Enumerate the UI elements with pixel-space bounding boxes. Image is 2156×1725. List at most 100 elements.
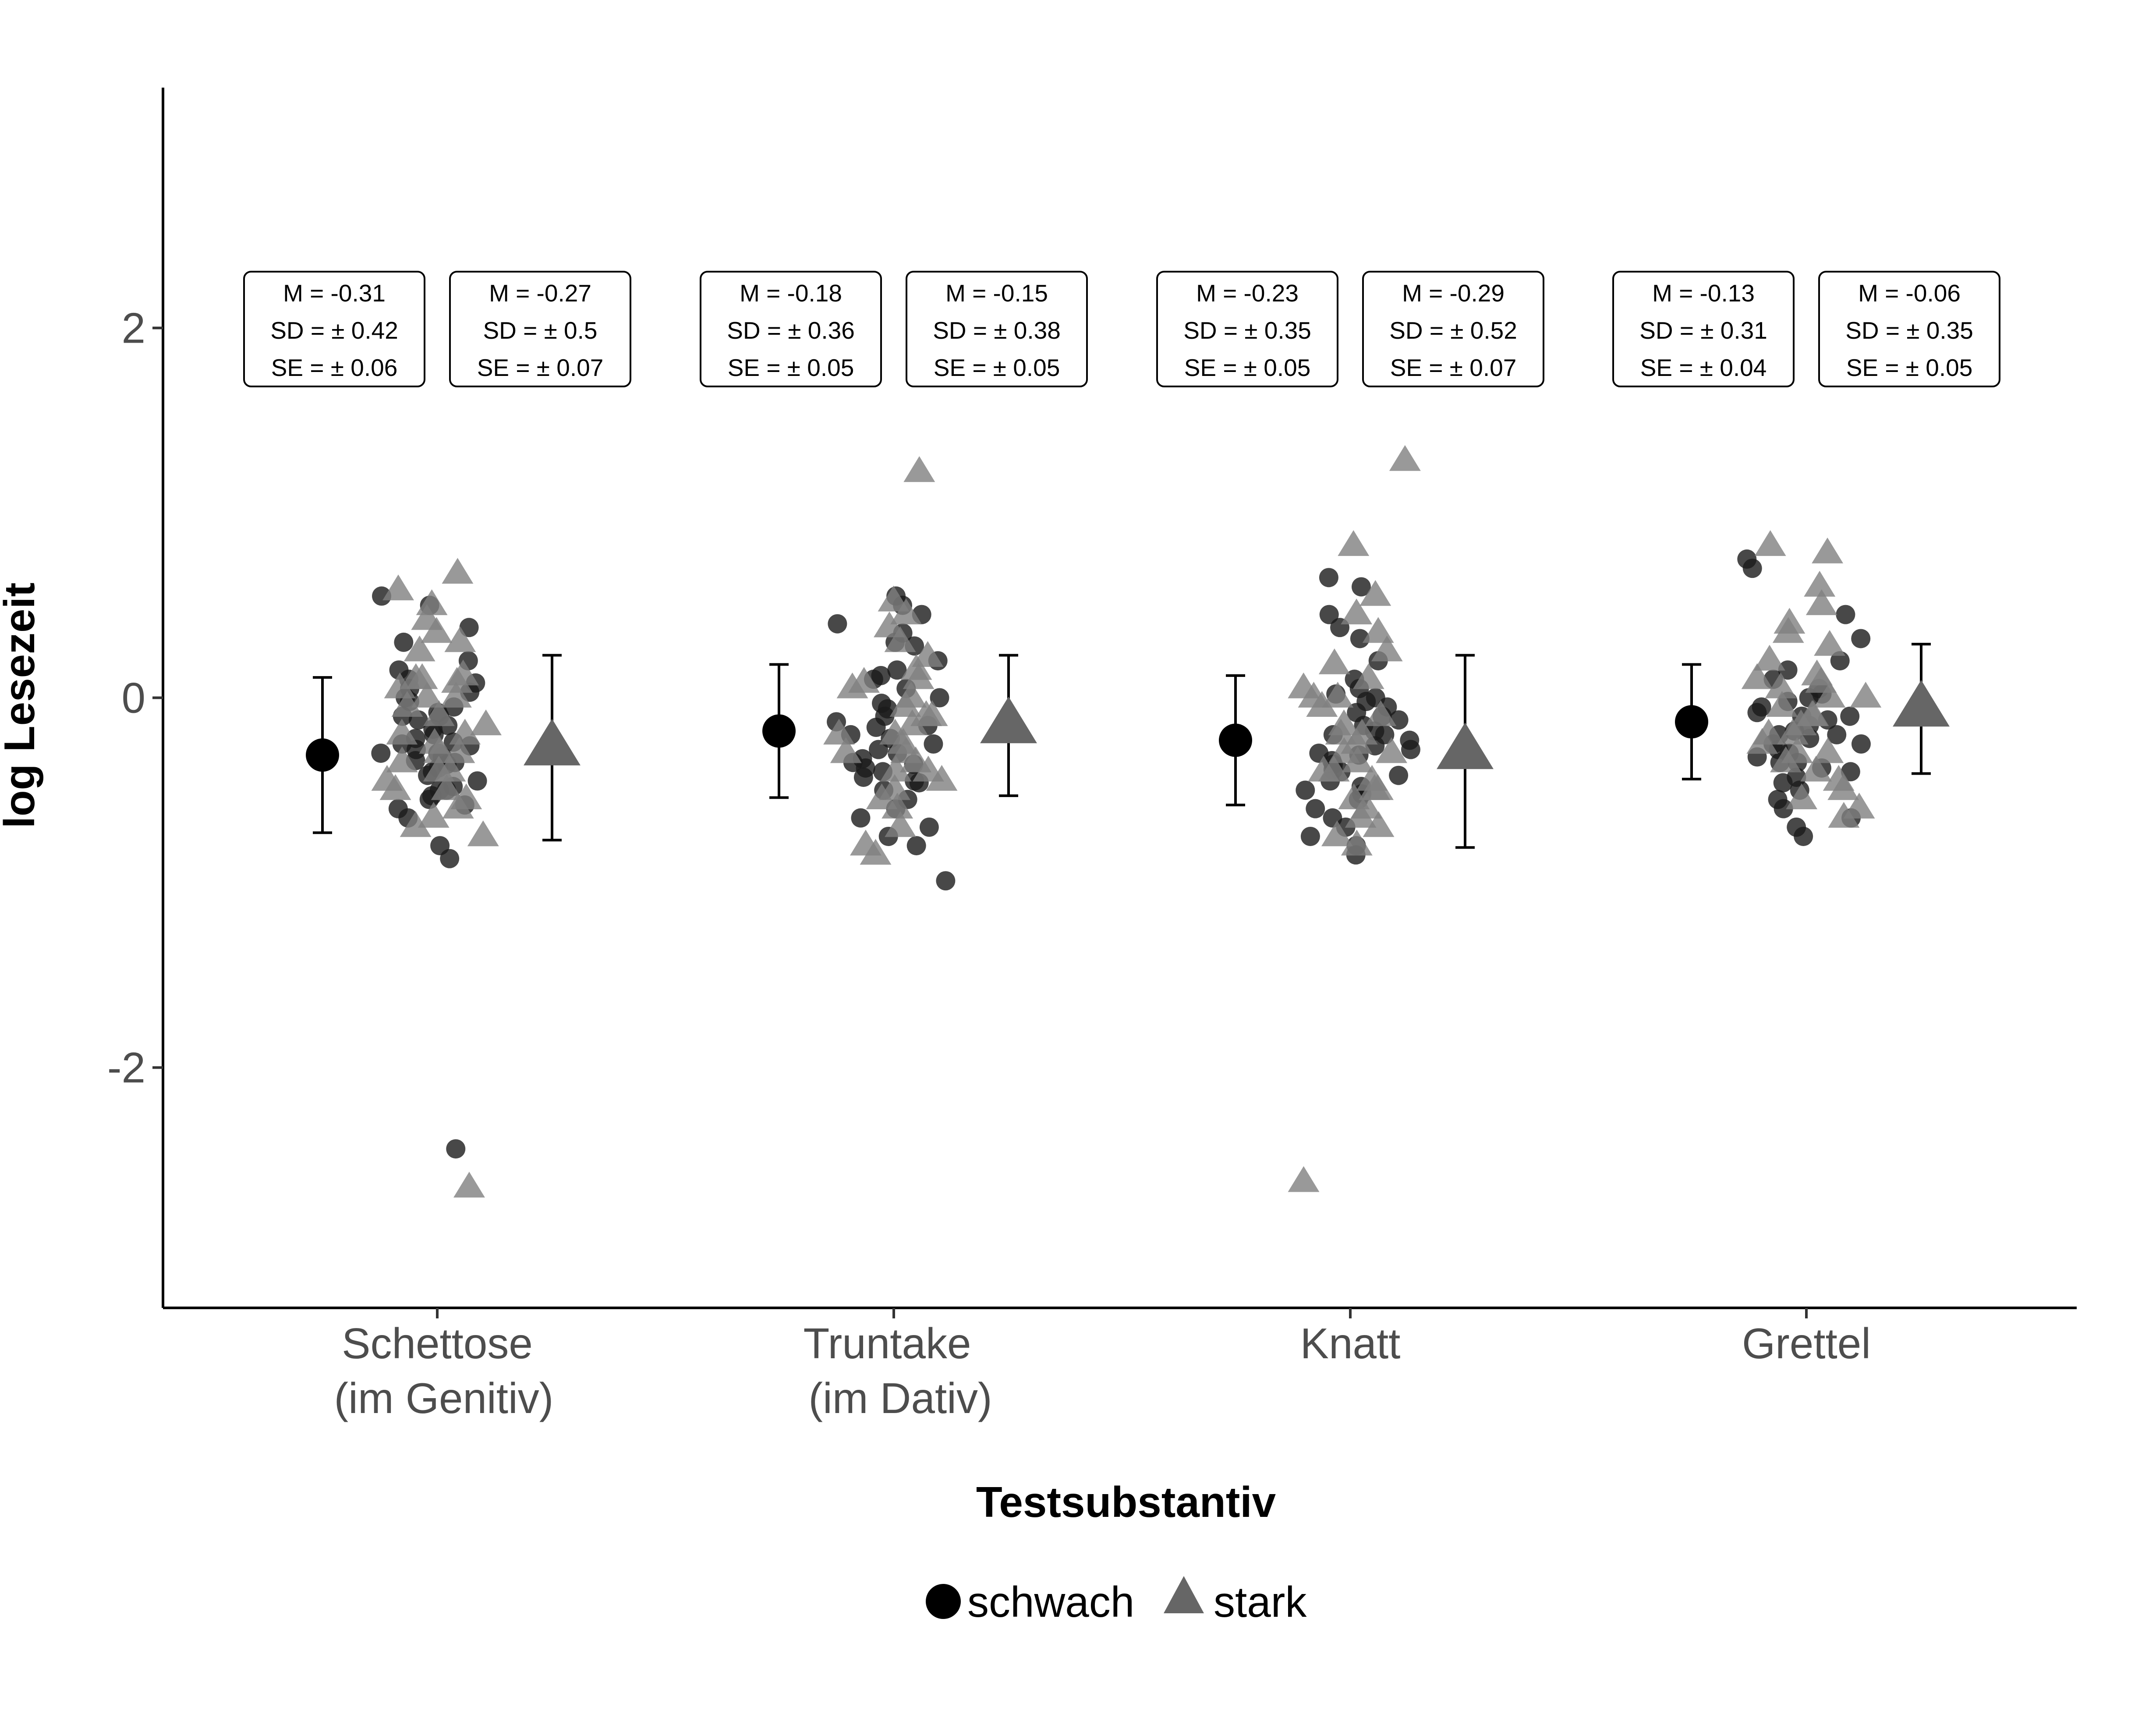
point-stark-1-26 xyxy=(916,700,948,726)
point-stark-2-1 xyxy=(1338,530,1370,556)
point-stark-1-10 xyxy=(889,691,921,717)
point-schwach-2-0 xyxy=(1319,568,1338,588)
stat-label-line: M = -0.23 xyxy=(1196,280,1299,307)
point-stark-3-11 xyxy=(1850,681,1882,708)
point-stark-0-2 xyxy=(382,574,414,601)
stat-label-stark-3: M = -0.06 SD = ± 0.35 SE = ± 0.05 xyxy=(1818,271,2000,387)
mean-schwach-1 xyxy=(762,714,796,748)
legend-stark-label: stark xyxy=(1214,1578,1307,1626)
mean-schwach-3 xyxy=(1675,705,1708,739)
point-schwach-1-34 xyxy=(936,871,956,891)
point-stark-2-5 xyxy=(1371,635,1403,662)
y-axis-title: log Lesezeit xyxy=(0,583,43,829)
stat-label-box xyxy=(1818,271,2000,387)
point-stark-3-21 xyxy=(1827,774,1859,800)
stat-label-box xyxy=(1612,271,1795,387)
point-stark-2-22 xyxy=(1345,802,1377,828)
point-stark-2-24 xyxy=(1321,820,1353,847)
stat-label-stark-1: M = -0.15 SD = ± 0.38 SE = ± 0.05 xyxy=(906,271,1088,387)
point-schwach-1-19 xyxy=(869,740,889,759)
stat-label-box xyxy=(700,271,882,387)
point-schwach-2-38 xyxy=(1296,780,1315,800)
point-stark-3-29 xyxy=(1781,737,1813,763)
point-schwach-1-15 xyxy=(866,718,886,737)
point-stark-0-22 xyxy=(431,774,463,800)
point-schwach-3-4 xyxy=(1830,651,1850,671)
stat-label-line: SE = ± 0.05 xyxy=(1846,354,1973,381)
point-stark-1-18 xyxy=(926,765,958,791)
data-points-layer xyxy=(371,445,1882,1198)
x-tick-label-0: Schettose xyxy=(342,1319,533,1367)
stat-label-line: M = -0.29 xyxy=(1402,280,1505,307)
stat-label-line: SD = ± 0.31 xyxy=(1639,317,1767,344)
point-stark-3-2 xyxy=(1804,570,1836,597)
point-stark-2-29 xyxy=(1308,755,1340,782)
point-stark-3-15 xyxy=(1777,719,1809,745)
point-schwach-2-28 xyxy=(1306,799,1325,818)
point-stark-1-2 xyxy=(890,599,922,624)
y-tick-label-0: -2 xyxy=(107,1043,145,1091)
point-stark-1-29 xyxy=(823,719,855,745)
y-tick-label-1: 0 xyxy=(121,674,145,722)
point-schwach-3-1 xyxy=(1742,559,1762,578)
point-stark-2-0 xyxy=(1389,445,1421,471)
point-stark-0-13 xyxy=(391,691,423,717)
point-schwach-2-2 xyxy=(1319,605,1339,624)
stat-label-schwach-1: M = -0.18 SD = ± 0.36 SE = ± 0.05 xyxy=(700,271,882,387)
stat-label-box xyxy=(449,271,631,387)
stat-label-line: M = -0.15 xyxy=(945,280,1048,307)
stat-label-line: M = -0.18 xyxy=(740,280,842,307)
point-stark-0-27 xyxy=(467,820,499,847)
point-stark-3-12 xyxy=(1766,691,1798,717)
point-schwach-0-3 xyxy=(459,618,479,638)
point-stark-1-3 xyxy=(874,611,905,638)
point-stark-3-10 xyxy=(1765,672,1797,698)
point-stark-0-33 xyxy=(423,755,455,782)
point-schwach-0-0 xyxy=(446,1139,466,1159)
point-schwach-3-18 xyxy=(1851,734,1871,754)
point-stark-3-6 xyxy=(1814,630,1846,656)
point-stark-3-5 xyxy=(1772,617,1804,643)
point-stark-0-30 xyxy=(379,774,411,800)
point-schwach-1-3 xyxy=(828,614,847,634)
point-schwach-2-4 xyxy=(1350,629,1370,648)
point-stark-2-28 xyxy=(1325,719,1357,745)
point-schwach-3-29 xyxy=(1774,799,1793,818)
point-schwach-3-11 xyxy=(1747,703,1767,723)
point-stark-2-3 xyxy=(1341,599,1373,624)
stat-label-line: M = -0.13 xyxy=(1652,280,1755,307)
point-stark-1-8 xyxy=(836,672,868,698)
stat-label-line: SE = ± 0.06 xyxy=(271,354,398,381)
point-stark-0-24 xyxy=(442,793,474,819)
point-stark-3-27 xyxy=(1796,700,1828,726)
point-stark-2-23 xyxy=(1363,811,1395,837)
point-stark-0-3 xyxy=(416,589,448,615)
stat-label-line: SE = ± 0.07 xyxy=(1390,354,1517,381)
point-stark-1-4 xyxy=(884,626,916,652)
point-stark-1-1 xyxy=(878,585,910,612)
point-schwach-1-10 xyxy=(930,688,949,708)
point-stark-3-17 xyxy=(1812,737,1844,763)
point-stark-2-4 xyxy=(1362,617,1394,643)
point-stark-3-19 xyxy=(1800,755,1832,782)
point-schwach-3-16 xyxy=(1827,725,1847,744)
point-schwach-3-2 xyxy=(1836,605,1855,624)
point-schwach-3-12 xyxy=(1840,706,1860,726)
point-schwach-3-3 xyxy=(1851,629,1871,648)
mean-schwach-2 xyxy=(1219,723,1252,757)
point-schwach-1-25 xyxy=(853,767,873,787)
point-stark-0-12 xyxy=(440,681,472,708)
point-stark-2-6 xyxy=(1318,648,1350,674)
mean-stark-2 xyxy=(1437,722,1494,769)
point-stark-3-1 xyxy=(1812,537,1844,563)
point-schwach-3-32 xyxy=(1794,826,1813,846)
point-schwach-0-30 xyxy=(467,771,487,791)
stat-label-box xyxy=(1362,271,1544,387)
point-stark-1-12 xyxy=(896,709,928,736)
point-stark-2-7 xyxy=(1352,663,1384,689)
point-stark-2-10 xyxy=(1306,691,1338,717)
point-schwach-1-18 xyxy=(924,734,943,754)
point-schwach-3-26 xyxy=(1773,773,1793,793)
point-stark-2-27 xyxy=(1322,681,1354,708)
